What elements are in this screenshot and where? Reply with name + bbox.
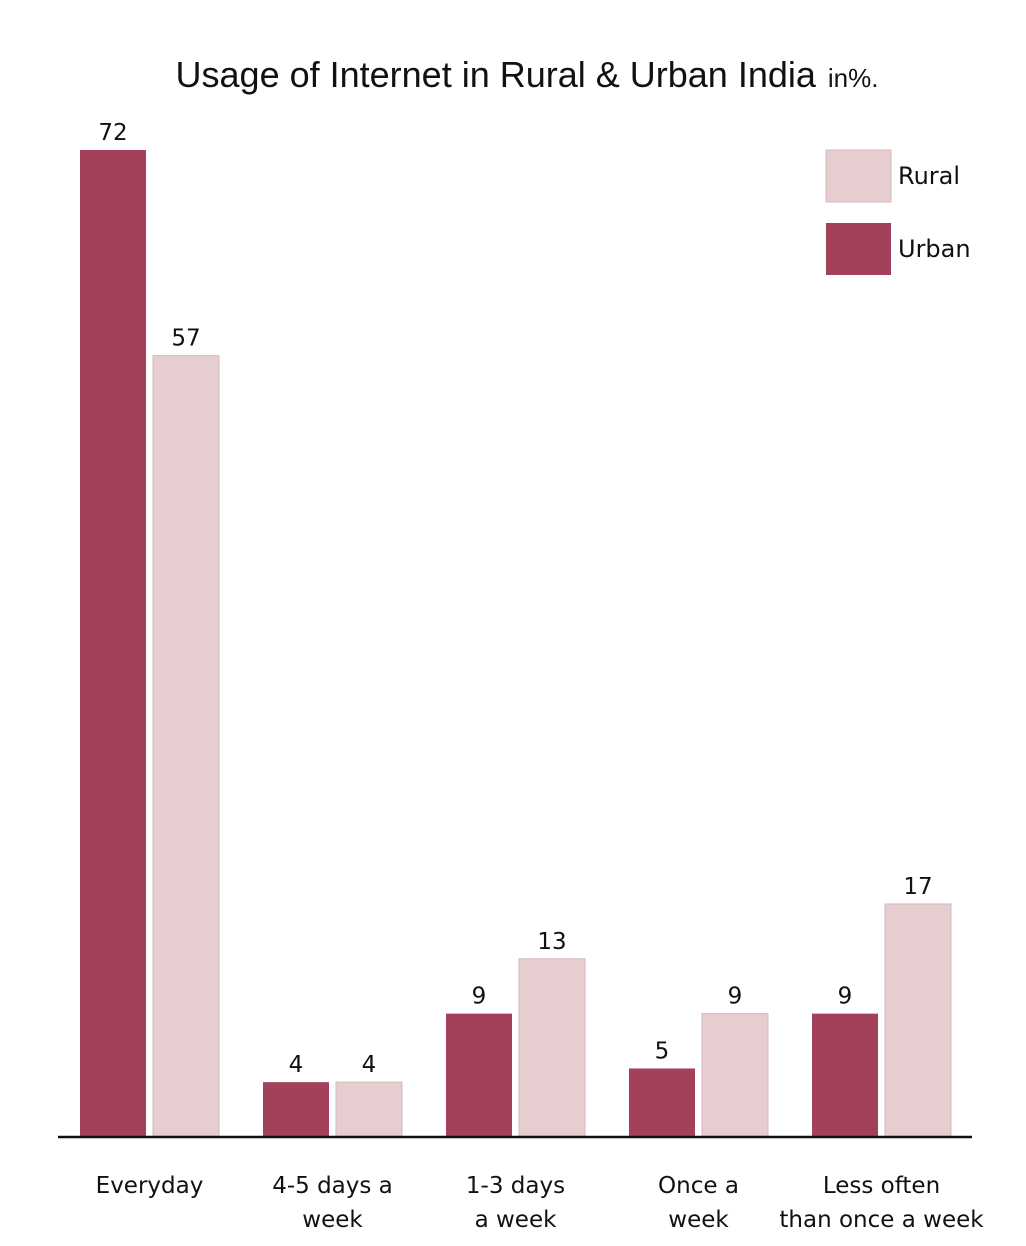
bar-urban-2 <box>446 1013 512 1137</box>
bar-urban-1 <box>263 1082 329 1137</box>
legend: Rural Urban <box>825 149 971 275</box>
category-label-line: Once a <box>658 1173 739 1199</box>
value-label-rural-0: 57 <box>171 326 200 352</box>
bar-rural-0 <box>152 355 220 1138</box>
bars-layer <box>80 150 952 1138</box>
category-label-line: Less often <box>823 1173 940 1199</box>
value-labels-layer: 72 57 4 4 9 13 5 9 9 17 <box>98 120 932 1078</box>
bar-rural-3 <box>701 1013 769 1138</box>
category-labels-layer: Everyday 4-5 days a week 1-3 days a week Once… <box>96 1173 985 1233</box>
category-label-2: 1-3 days a week <box>466 1173 565 1233</box>
category-label-line: than once a week <box>779 1207 984 1233</box>
value-label-urban-4: 9 <box>838 984 853 1010</box>
category-label-line: 4-5 days a <box>272 1173 393 1199</box>
legend-swatch-urban <box>826 223 891 275</box>
legend-label-urban: Urban <box>898 235 971 263</box>
category-label-line: a week <box>475 1207 558 1233</box>
bar-rural-2 <box>518 958 586 1138</box>
chart-title: Usage of Internet in Rural & Urban India… <box>176 54 879 95</box>
chart-title-text: Usage of Internet in Rural & Urban India <box>176 54 817 95</box>
bar-urban-4 <box>812 1013 878 1137</box>
category-label-line: 1-3 days <box>466 1173 565 1199</box>
bar-rural-4 <box>884 903 952 1138</box>
value-label-urban-0: 72 <box>98 120 127 146</box>
category-label-line: Everyday <box>96 1173 204 1199</box>
legend-label-rural: Rural <box>898 162 960 190</box>
value-label-urban-2: 9 <box>472 984 487 1010</box>
bar-rural-1 <box>335 1081 403 1138</box>
value-label-urban-1: 4 <box>289 1052 304 1078</box>
category-label-3: Once a week <box>658 1173 739 1233</box>
value-label-rural-1: 4 <box>362 1052 377 1078</box>
category-label-4: Less often than once a week <box>779 1173 984 1233</box>
category-label-line: week <box>302 1207 363 1233</box>
category-label-0: Everyday <box>96 1173 204 1199</box>
value-label-rural-2: 13 <box>537 929 566 955</box>
chart-title-unit: in%. <box>828 63 879 93</box>
value-label-rural-4: 17 <box>903 874 932 900</box>
category-label-line: week <box>668 1207 729 1233</box>
value-label-urban-3: 5 <box>655 1038 670 1064</box>
bar-urban-3 <box>629 1068 695 1137</box>
bar-urban-0 <box>80 150 146 1137</box>
legend-swatch-rural <box>825 149 892 203</box>
category-label-1: 4-5 days a week <box>272 1173 393 1233</box>
value-label-rural-3: 9 <box>728 984 743 1010</box>
